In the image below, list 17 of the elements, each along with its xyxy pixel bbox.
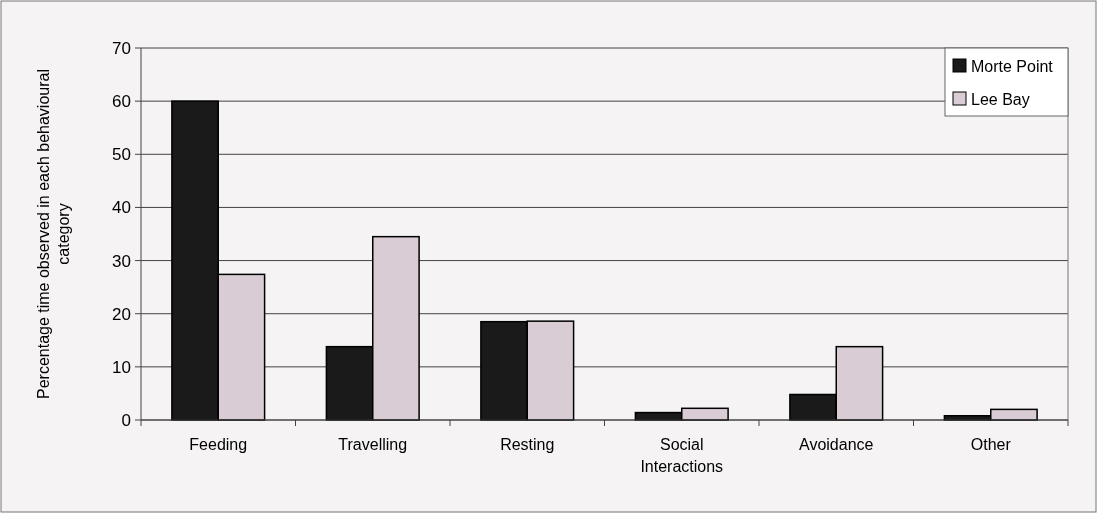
y-tick-label: 50 xyxy=(112,145,131,165)
x-tick-label: Social Interactions xyxy=(640,436,724,475)
y-tick-label: 30 xyxy=(112,251,131,271)
y-tick-label: 10 xyxy=(112,357,131,377)
y-tick-label: 20 xyxy=(112,304,131,324)
legend-label: Morte Point xyxy=(971,57,1054,75)
x-tick-label: Avoidance xyxy=(799,436,874,453)
y-tick-label: 70 xyxy=(112,38,131,58)
y-tick-label: 0 xyxy=(121,410,131,430)
y-tick-label: 40 xyxy=(112,198,131,218)
x-tick-label: Other xyxy=(970,436,1012,453)
y-axis-title: Percentage time observed in each behavioural category xyxy=(35,69,72,399)
y-tick-label: 60 xyxy=(112,92,131,112)
x-tick-label: Feeding xyxy=(189,436,248,453)
x-tick-label: Travelling xyxy=(338,436,408,453)
legend-label: Lee Bay xyxy=(971,90,1030,108)
x-tick-label: Resting xyxy=(500,436,555,453)
